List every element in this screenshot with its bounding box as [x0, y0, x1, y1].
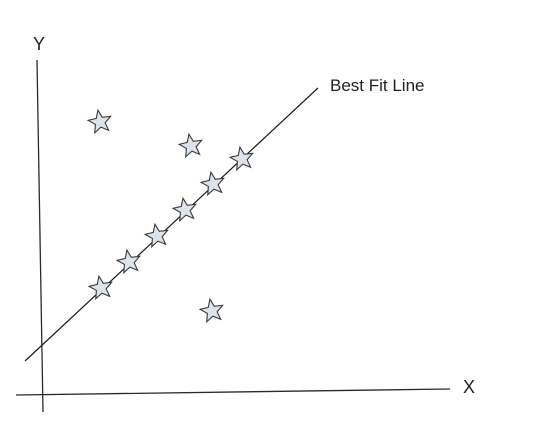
star-icon: [171, 196, 197, 223]
y-axis-label: Y: [33, 34, 46, 54]
star-icon: [228, 145, 254, 172]
star-icon: [177, 132, 203, 159]
star-icon: [115, 248, 141, 275]
star-icon: [199, 170, 225, 197]
x-axis: [15, 388, 451, 396]
star-icon: [87, 274, 113, 301]
star-icon: [198, 297, 224, 324]
y-axis: [36, 59, 44, 413]
star-icon: [86, 108, 112, 135]
x-axis-label: X: [463, 377, 476, 397]
best-fit-line-label: Best Fit Line: [330, 76, 425, 95]
data-points: [86, 108, 254, 324]
star-icon: [143, 222, 169, 249]
best-fit-line: [24, 87, 319, 362]
